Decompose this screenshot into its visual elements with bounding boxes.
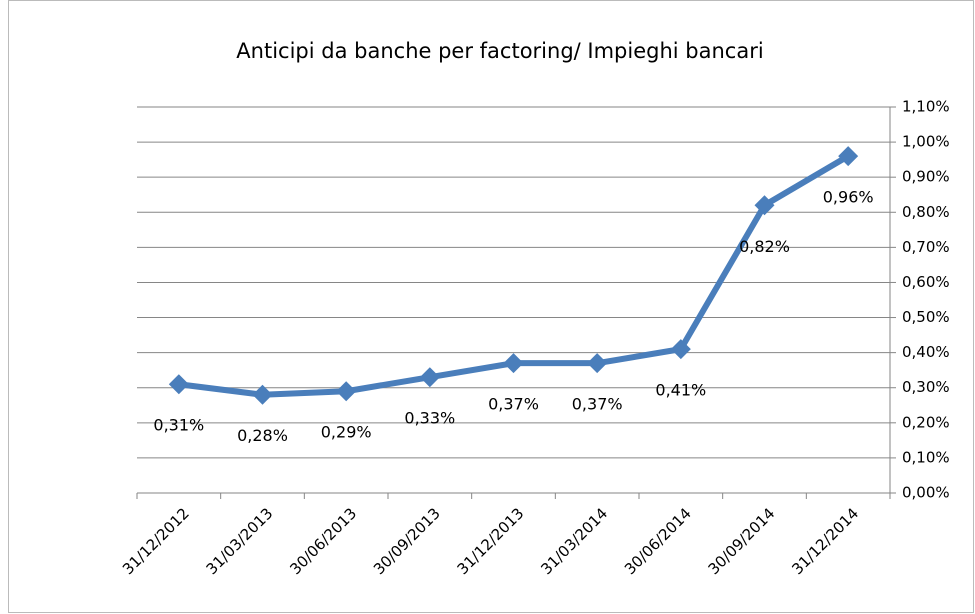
y-tick-label: 0,50% [902,308,950,326]
data-label: 0,33% [404,409,455,428]
point-marker [754,195,775,216]
data-label: 0,37% [572,395,623,414]
data-label: 0,82% [739,237,790,256]
y-tick-label: 0,60% [902,273,950,291]
point-marker [670,339,691,360]
y-tick-label: 0,70% [902,238,950,256]
data-label: 0,37% [488,395,539,414]
y-tick-label: 1,00% [902,133,950,151]
y-tick-label: 0,00% [902,484,950,502]
point-marker [336,381,357,402]
point-marker [252,384,273,405]
point-marker [419,367,440,388]
point-marker [503,353,524,374]
data-label: 0,41% [655,381,706,400]
data-label: 0,28% [237,426,288,445]
y-tick-label: 0,20% [902,413,950,431]
chart-frame [8,0,974,613]
y-tick-label: 1,10% [902,98,950,116]
point-marker [838,146,859,167]
y-tick-label: 0,10% [902,448,950,466]
data-label: 0,31% [153,416,204,435]
y-tick-label: 0,30% [902,378,950,396]
y-tick-label: 0,90% [902,168,950,186]
data-label: 0,29% [321,423,372,442]
chart-title: Anticipi da banche per factoring/ Impieg… [236,39,763,63]
y-tick-label: 0,80% [902,203,950,221]
y-tick-label: 0,40% [902,343,950,361]
data-label: 0,96% [823,188,874,207]
point-marker [587,353,608,374]
point-marker [168,374,189,395]
